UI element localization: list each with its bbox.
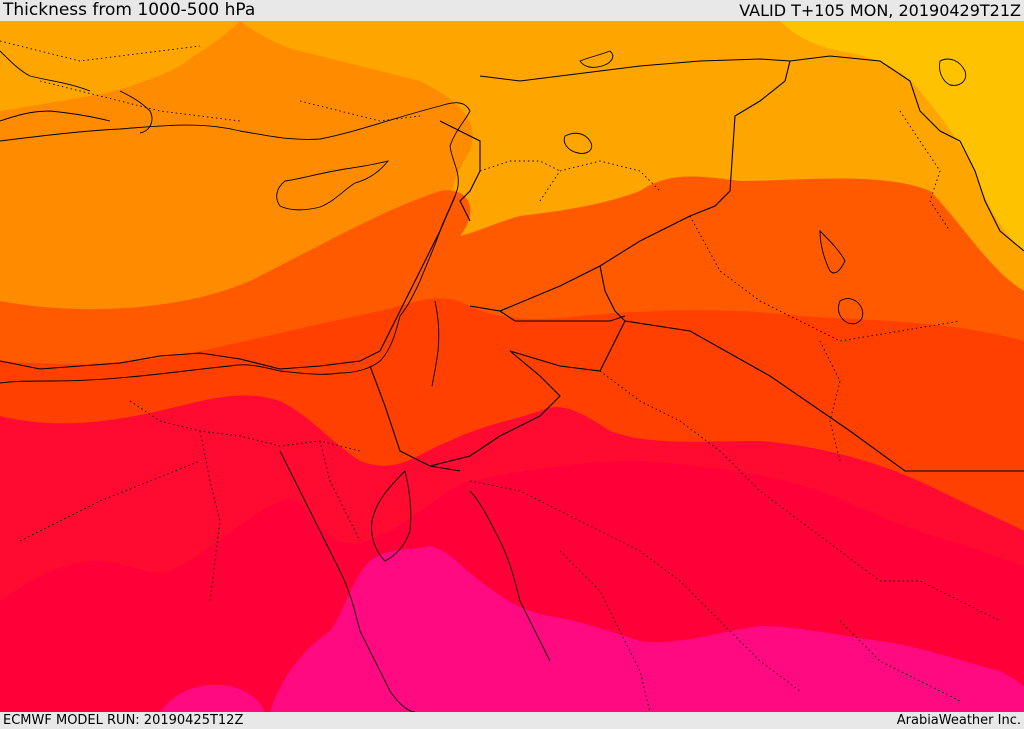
valid-time-label: VALID T+105 MON, 20190429T21Z [739, 1, 1021, 20]
cyprus-coast [276, 160, 390, 211]
map-title: Thickness from 1000-500 hPa [3, 0, 256, 20]
band-magenta-west [160, 684, 265, 712]
credit-label: ArabiaWeather Inc. [896, 713, 1021, 728]
footer-bar: ECMWF MODEL RUN: 20190425T12Z ArabiaWeat… [0, 712, 1024, 729]
thickness-field [0, 21, 1024, 712]
band-light-orange [240, 21, 1024, 291]
region-boundaries [0, 40, 1001, 712]
band-light-orange-west [0, 21, 240, 111]
band-yellow [780, 21, 1024, 251]
header-bar: Thickness from 1000-500 hPa VALID T+105 … [0, 0, 1024, 21]
band-magenta [270, 546, 1024, 712]
coastlines [0, 50, 967, 712]
country-borders [0, 55, 1024, 472]
model-run-label: ECMWF MODEL RUN: 20190425T12Z [3, 713, 244, 728]
weather-map[interactable] [0, 21, 1024, 712]
